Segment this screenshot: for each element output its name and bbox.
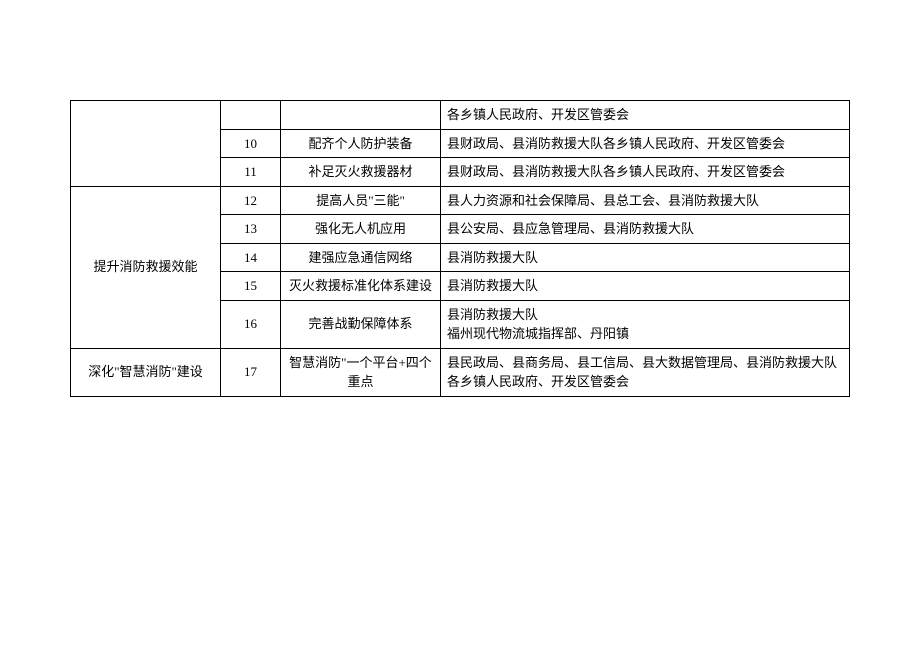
num-cell <box>221 101 281 130</box>
dept-cell: 县民政局、县商务局、县工信局、县大数据管理局、县消防救援大队各乡镇人民政府、开发… <box>441 348 850 396</box>
num-cell: 17 <box>221 348 281 396</box>
table-row: 各乡镇人民政府、开发区管委会 <box>71 101 850 130</box>
table-row: 深化"智慧消防"建设 17 智慧消防"一个平台+四个重点 县民政局、县商务局、县… <box>71 348 850 396</box>
task-assignment-table: 各乡镇人民政府、开发区管委会 10 配齐个人防护装备 县财政局、县消防救援大队各… <box>70 100 850 397</box>
task-cell: 配齐个人防护装备 <box>281 129 441 158</box>
num-cell: 10 <box>221 129 281 158</box>
task-cell: 灭火救援标准化体系建设 <box>281 272 441 301</box>
dept-cell: 县人力资源和社会保障局、县总工会、县消防救援大队 <box>441 186 850 215</box>
task-cell: 完善战勤保障体系 <box>281 300 441 348</box>
task-cell: 建强应急通信网络 <box>281 243 441 272</box>
task-cell <box>281 101 441 130</box>
num-cell: 15 <box>221 272 281 301</box>
dept-cell: 县消防救援大队福州现代物流城指挥部、丹阳镇 <box>441 300 850 348</box>
category-cell: 深化"智慧消防"建设 <box>71 348 221 396</box>
dept-cell: 县消防救援大队 <box>441 243 850 272</box>
num-cell: 11 <box>221 158 281 187</box>
num-cell: 13 <box>221 215 281 244</box>
dept-cell: 各乡镇人民政府、开发区管委会 <box>441 101 850 130</box>
num-cell: 14 <box>221 243 281 272</box>
dept-cell: 县财政局、县消防救援大队各乡镇人民政府、开发区管委会 <box>441 129 850 158</box>
dept-cell: 县消防救援大队 <box>441 272 850 301</box>
dept-cell: 县公安局、县应急管理局、县消防救援大队 <box>441 215 850 244</box>
task-cell: 补足灭火救援器材 <box>281 158 441 187</box>
dept-cell: 县财政局、县消防救援大队各乡镇人民政府、开发区管委会 <box>441 158 850 187</box>
num-cell: 12 <box>221 186 281 215</box>
task-cell: 智慧消防"一个平台+四个重点 <box>281 348 441 396</box>
category-cell <box>71 101 221 187</box>
category-cell: 提升消防救援效能 <box>71 186 221 348</box>
table-row: 提升消防救援效能 12 提高人员"三能" 县人力资源和社会保障局、县总工会、县消… <box>71 186 850 215</box>
task-cell: 提高人员"三能" <box>281 186 441 215</box>
num-cell: 16 <box>221 300 281 348</box>
task-cell: 强化无人机应用 <box>281 215 441 244</box>
